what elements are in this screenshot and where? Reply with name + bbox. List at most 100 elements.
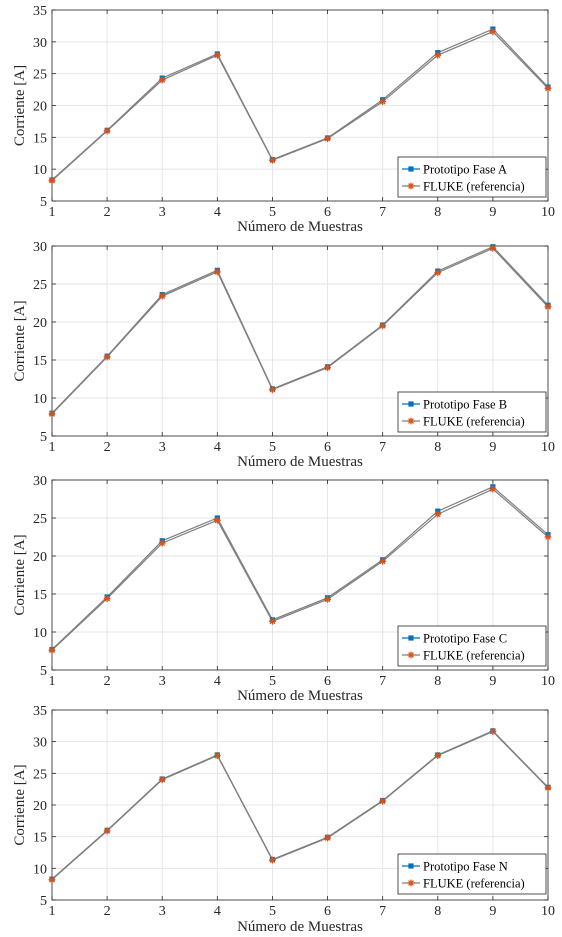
y-tick-label: 25	[33, 767, 47, 782]
x-tick-label: 7	[379, 205, 386, 220]
legend-entry: Prototipo Fase N	[423, 860, 508, 874]
marker-stroke	[269, 386, 276, 393]
data-point	[103, 353, 111, 361]
data-point	[269, 386, 276, 394]
legend-entry: Prototipo Fase C	[423, 632, 507, 646]
marker-stroke	[489, 728, 496, 735]
x-tick-label: 10	[541, 904, 555, 919]
x-tick-label: 3	[159, 904, 166, 919]
data-point	[269, 617, 276, 625]
marker-stroke	[545, 534, 551, 540]
x-tick-label: 9	[489, 674, 496, 689]
y-tick-label: 5	[40, 195, 47, 210]
y-tick-label: 25	[33, 512, 47, 527]
series-line-fluke	[51, 247, 549, 415]
data-point	[158, 776, 166, 784]
legend: Prototipo Fase C FLUKE (referencia)	[397, 625, 547, 667]
marker-square	[408, 166, 414, 172]
x-tick-label: 4	[214, 440, 221, 455]
legend-marker	[407, 879, 415, 887]
y-tick-label: 15	[33, 354, 47, 369]
x-axis-label: Número de Muestras	[237, 454, 363, 470]
data-point	[379, 322, 387, 330]
legend-entry: FLUKE (referencia)	[423, 415, 525, 429]
marker-stroke	[269, 857, 276, 864]
marker-stroke	[324, 596, 331, 603]
legend-box	[397, 853, 547, 895]
marker-stroke	[434, 269, 441, 276]
y-tick-label: 5	[40, 664, 47, 679]
data-point	[324, 595, 331, 603]
marker-stroke	[159, 776, 166, 783]
marker-stroke	[408, 652, 414, 658]
marker-stroke	[379, 798, 386, 805]
x-tick-label: 8	[434, 674, 441, 689]
data-point	[48, 410, 56, 418]
x-tick-label: 7	[379, 904, 386, 919]
data-point	[434, 510, 442, 518]
data-point	[544, 784, 552, 792]
x-tick-label: 4	[214, 904, 221, 919]
y-tick-label: 10	[33, 392, 47, 407]
series-markers-fluke	[48, 728, 552, 884]
marker-stroke	[379, 98, 386, 105]
legend: Prototipo Fase A FLUKE (referencia)	[397, 156, 547, 198]
data-point	[434, 752, 442, 759]
x-tick-label: 9	[489, 440, 496, 455]
y-tick-label: 5	[40, 894, 47, 909]
legend-entry: Prototipo Fase A	[423, 163, 507, 177]
x-tick-label: 4	[214, 205, 221, 220]
x-tick-label: 2	[104, 205, 111, 220]
data-point	[489, 485, 497, 493]
marker-stroke	[214, 52, 221, 59]
legend-entry: FLUKE (referencia)	[423, 877, 525, 891]
legend-marker	[408, 635, 414, 641]
y-tick-label: 10	[33, 626, 47, 641]
data-point	[434, 51, 442, 59]
x-tick-label: 3	[159, 440, 166, 455]
y-tick-label: 15	[33, 831, 47, 846]
data-point	[103, 127, 111, 135]
legend-entry: Prototipo Fase B	[423, 398, 507, 412]
legend-marker	[407, 417, 415, 425]
x-tick-label: 4	[214, 674, 221, 689]
series-line-prototipo	[51, 486, 549, 650]
marker-stroke	[49, 177, 55, 184]
marker-stroke	[545, 85, 551, 92]
data-point	[489, 728, 497, 735]
x-tick-label: 8	[434, 904, 441, 919]
x-tick-label: 7	[379, 440, 386, 455]
data-point	[213, 51, 221, 59]
y-axis-label: Corriente [A]	[12, 300, 28, 381]
x-tick-label: 7	[379, 674, 386, 689]
x-tick-label: 1	[49, 674, 56, 689]
data-point	[158, 292, 166, 300]
data-point	[103, 827, 111, 835]
y-tick-label: 30	[33, 474, 47, 489]
legend-marker	[407, 182, 415, 190]
x-tick-label: 8	[434, 205, 441, 220]
marker-stroke	[49, 876, 55, 883]
x-tick-label: 1	[49, 205, 56, 220]
legend-box	[397, 625, 547, 667]
x-tick-label: 5	[269, 205, 276, 220]
x-tick-label: 5	[269, 904, 276, 919]
marker-stroke	[214, 517, 221, 524]
x-tick-label: 2	[104, 674, 111, 689]
x-tick-label: 1	[49, 904, 56, 919]
marker-stroke	[489, 28, 496, 35]
marker-square	[408, 635, 414, 641]
data-point	[269, 856, 276, 864]
x-tick-label: 10	[541, 674, 555, 689]
y-tick-label: 30	[33, 240, 47, 255]
data-point	[213, 516, 221, 524]
y-tick-label: 25	[33, 68, 47, 83]
x-tick-label: 5	[269, 440, 276, 455]
y-tick-label: 15	[33, 131, 47, 146]
legend-marker	[408, 166, 414, 172]
legend-marker	[408, 863, 414, 869]
marker-stroke	[104, 354, 111, 360]
marker-stroke	[214, 268, 221, 275]
data-point	[324, 135, 331, 143]
marker-square	[408, 401, 414, 407]
